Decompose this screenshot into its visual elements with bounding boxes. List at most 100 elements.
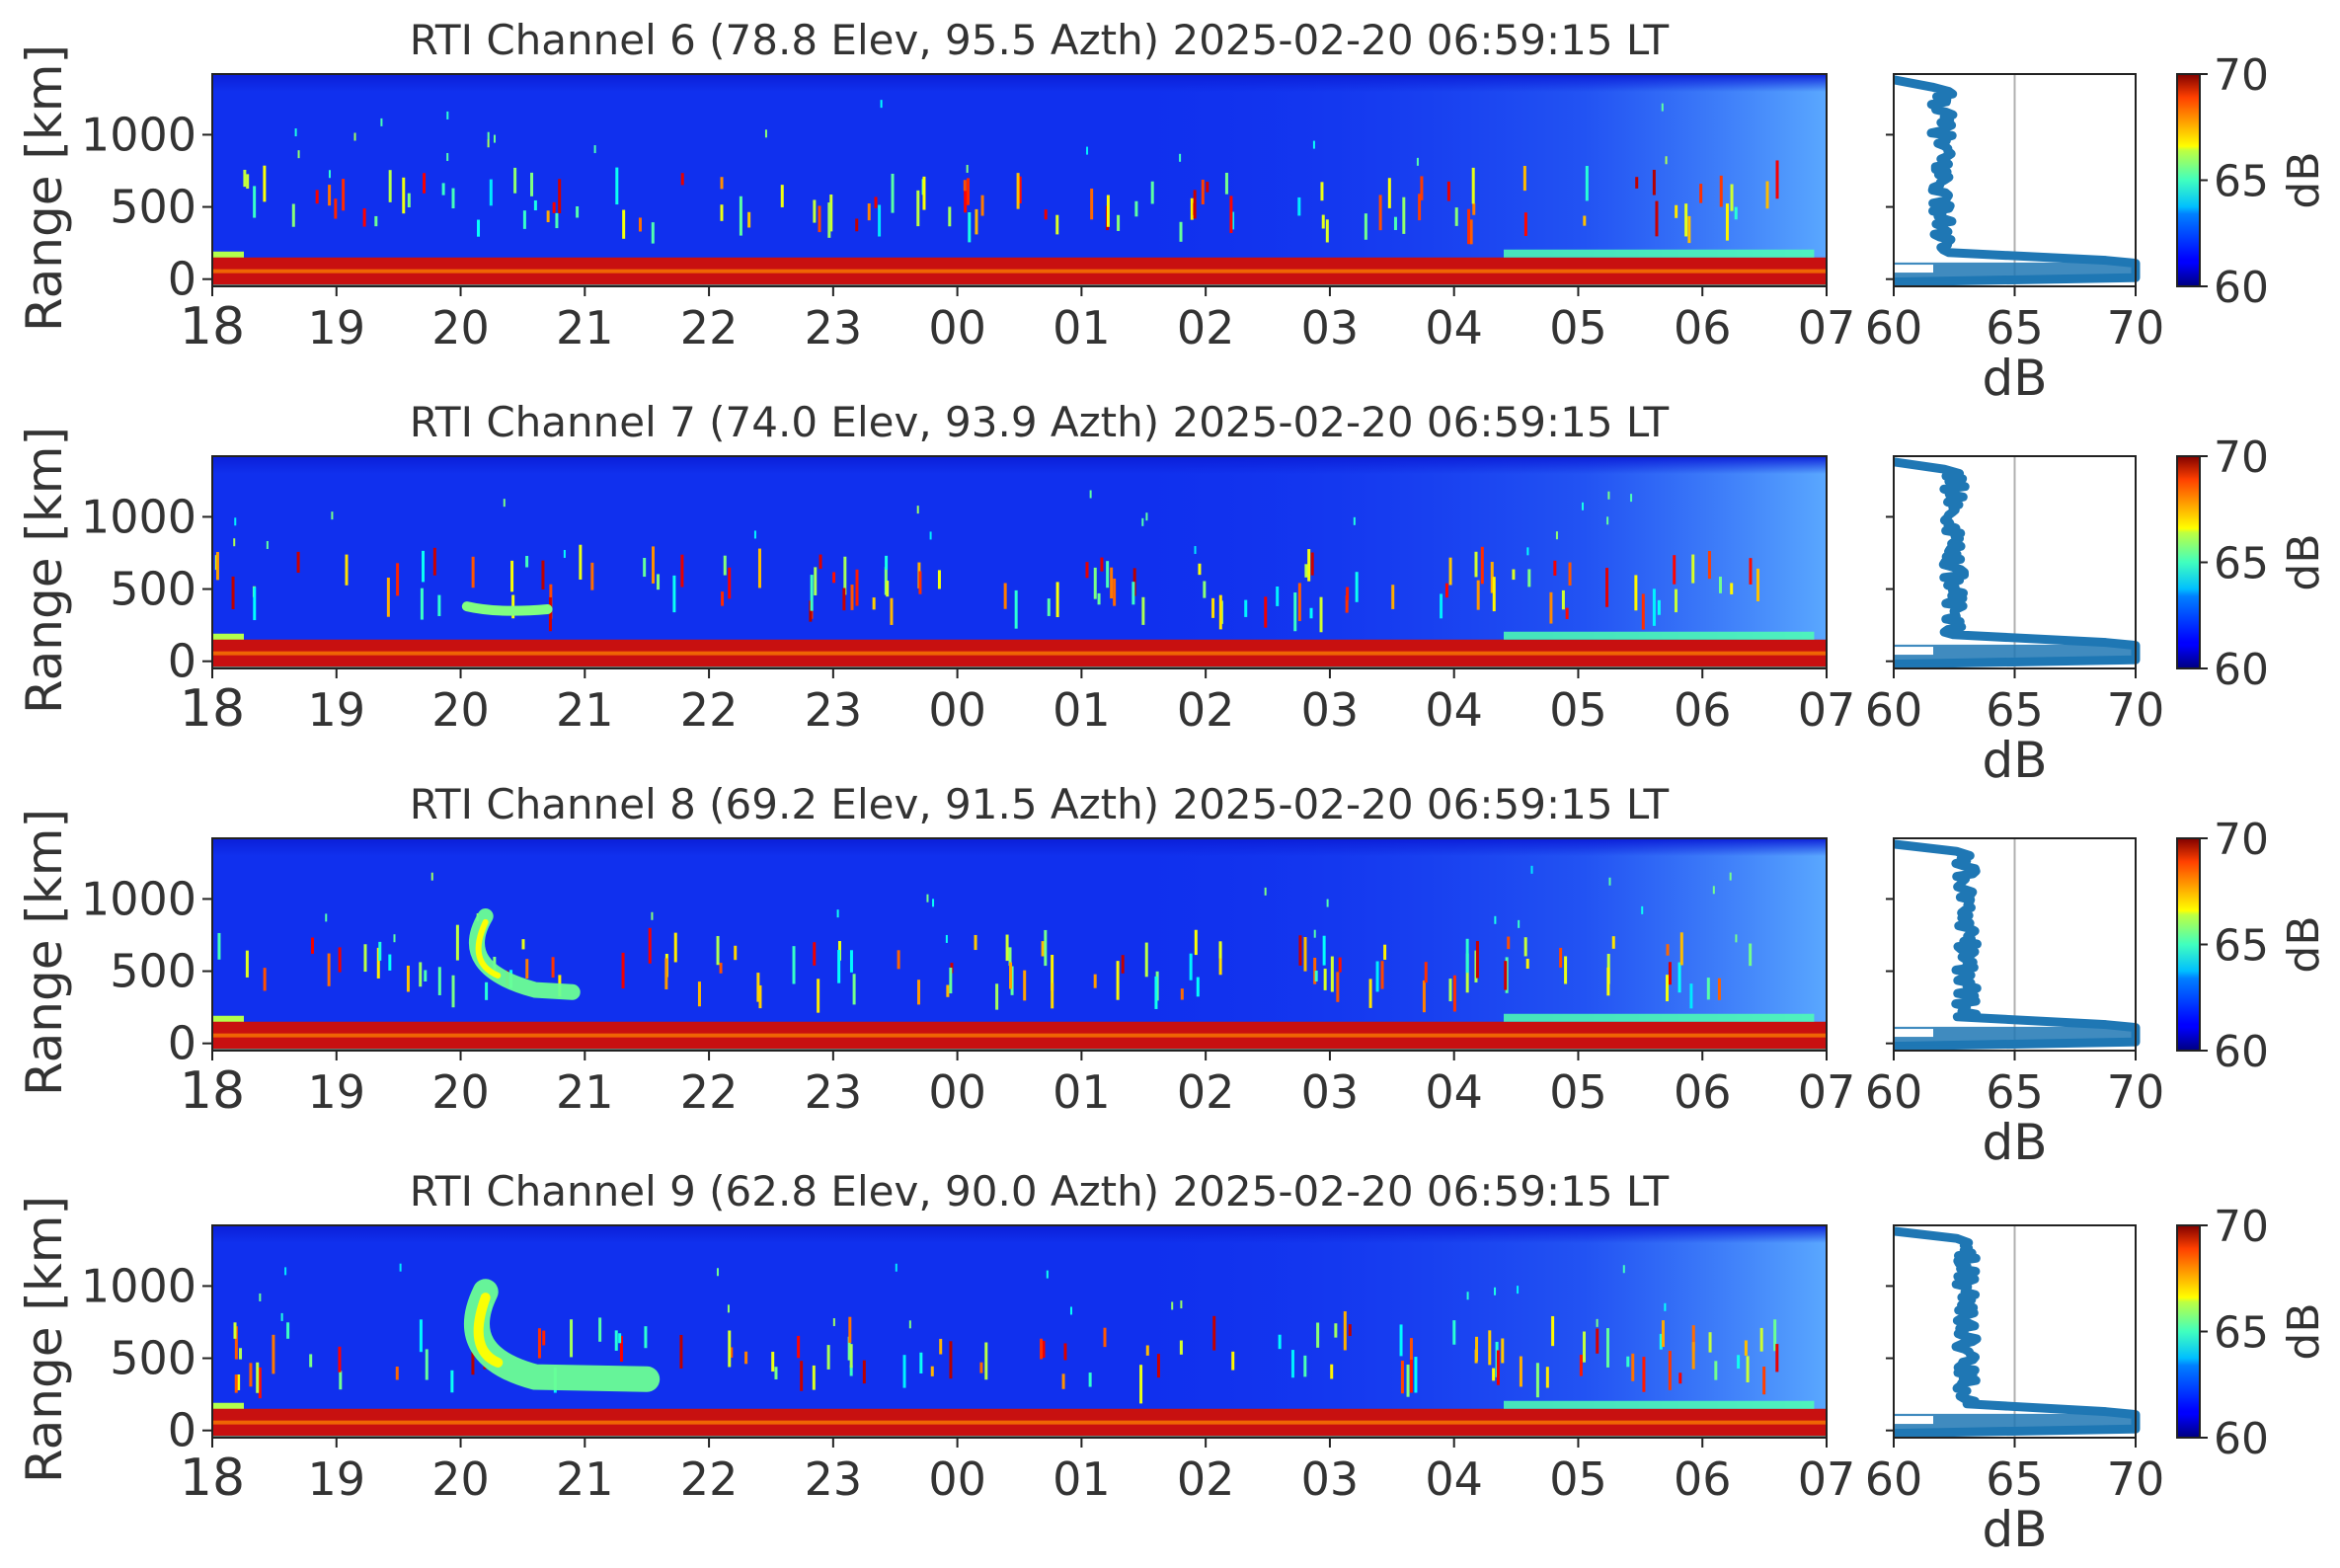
colorbar-tick-label: 65 — [2214, 1308, 2269, 1359]
echo-mark — [1626, 1356, 1630, 1368]
x-tick-label: 18 — [180, 1449, 245, 1508]
x-tick-label: 03 — [1301, 301, 1360, 354]
echo-mark — [1391, 585, 1395, 609]
echo-mark — [1044, 209, 1048, 220]
echo-mark — [832, 572, 836, 584]
echo-mark — [425, 1349, 429, 1380]
echo-mark — [1090, 188, 1094, 220]
echo-mark — [1051, 954, 1054, 991]
x-tick-label: 05 — [1549, 1452, 1607, 1506]
echo-mark — [810, 575, 814, 611]
x-tick-label: 01 — [1053, 301, 1111, 354]
echo-speck — [1712, 886, 1715, 895]
echo-mark — [1380, 961, 1384, 989]
echo-mark — [902, 1355, 906, 1388]
rti-frame — [211, 73, 1828, 287]
x-tick-label: 22 — [680, 301, 739, 354]
echo-speck — [753, 530, 756, 539]
echo-mark — [450, 1370, 454, 1393]
echo-mark — [363, 944, 367, 973]
echo-mark — [1666, 975, 1670, 1002]
echo-speck — [487, 131, 490, 140]
echo-mark — [246, 174, 250, 190]
echo-mark — [286, 1322, 290, 1339]
echo-mark — [728, 1330, 732, 1368]
echo-mark — [1334, 1323, 1338, 1338]
echo-mark — [1319, 596, 1323, 633]
echo-mark — [1010, 966, 1014, 995]
echo-mark — [1652, 588, 1656, 626]
echo-mark — [1492, 577, 1496, 612]
echo-mark — [1551, 1315, 1555, 1347]
echo-mark — [1303, 1355, 1307, 1377]
echo-mark — [1691, 1325, 1695, 1352]
y-tick-label: 500 — [110, 181, 196, 234]
echo-mark — [814, 567, 818, 595]
echo-mark — [1655, 200, 1659, 237]
echo-mark — [963, 180, 967, 192]
echo-mark — [1093, 974, 1097, 988]
echo-mark — [1055, 582, 1059, 618]
echo-mark — [342, 179, 346, 211]
x-tick-label: 04 — [1425, 301, 1483, 354]
echo-speck — [284, 1267, 287, 1276]
echo-mark — [886, 581, 890, 597]
echo-mark — [916, 190, 920, 227]
x-tick-label: 22 — [680, 1452, 739, 1506]
echo-mark — [1139, 1365, 1143, 1404]
echo-speck — [1312, 140, 1315, 149]
echo-mark — [471, 556, 475, 588]
colorbar-tick-label: 70 — [2214, 1202, 2269, 1252]
profile-trace — [1893, 457, 2141, 669]
echo-mark — [1749, 943, 1753, 967]
echo-mark — [643, 557, 647, 578]
echo-mark — [1047, 598, 1051, 616]
x-tick-label: 23 — [805, 301, 863, 354]
echo-mark — [1206, 182, 1209, 193]
echo-mark — [1746, 1356, 1750, 1383]
echo-mark — [1687, 215, 1691, 244]
echo-mark — [537, 1328, 541, 1359]
profile-x-axis-label: dB — [1982, 350, 2047, 407]
echo-mark — [1310, 552, 1314, 576]
echo-mark — [1189, 953, 1193, 980]
profile-panel: 60 65 70 dB — [1865, 73, 2164, 407]
echo-mark — [1773, 1319, 1777, 1352]
echo-mark — [937, 570, 941, 589]
echo-mark — [437, 967, 441, 995]
echo-mark — [1657, 599, 1661, 615]
echo-mark — [1465, 953, 1469, 993]
colorbar-label: dB — [2279, 915, 2329, 973]
echo-streak — [461, 601, 553, 616]
profile-x-tick-label: 60 — [1865, 683, 1923, 737]
echo-mark — [576, 205, 580, 218]
echo-mark — [237, 1373, 241, 1390]
echo-crescent-core — [473, 1293, 504, 1368]
echo-mark — [419, 1319, 423, 1353]
echo-mark — [855, 218, 859, 232]
echo-mark — [1106, 195, 1110, 227]
x-tick-label: 20 — [431, 1065, 490, 1119]
echo-mark — [874, 196, 878, 208]
echo-mark — [1448, 557, 1452, 586]
echo-mark — [917, 980, 921, 1005]
echo-mark — [396, 563, 400, 596]
echo-mark — [1490, 562, 1494, 593]
echo-mark — [234, 1374, 238, 1393]
echo-mark — [949, 1341, 953, 1379]
echo-mark — [849, 1344, 853, 1369]
echo-speck — [593, 145, 596, 154]
profile-gap — [1894, 1029, 1933, 1038]
x-tick-label: 19 — [307, 1452, 365, 1506]
echo-speck — [1526, 547, 1529, 556]
echo-mark — [1224, 172, 1228, 195]
echo-mark — [1475, 941, 1479, 979]
echo-mark — [1088, 1372, 1092, 1387]
echo-speck — [836, 909, 839, 918]
echo-mark — [1355, 572, 1359, 602]
echo-mark — [1507, 936, 1511, 950]
colorbar-label: dB — [2279, 151, 2329, 208]
echo-mark — [1474, 551, 1478, 578]
echo-mark — [432, 547, 436, 576]
